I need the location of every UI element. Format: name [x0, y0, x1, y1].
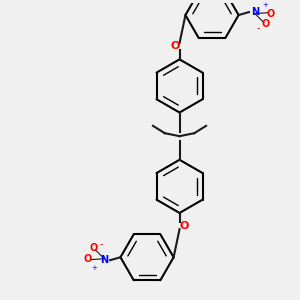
- Text: O: O: [84, 254, 92, 264]
- Text: -: -: [100, 239, 103, 249]
- Text: N: N: [251, 7, 259, 17]
- Text: O: O: [179, 221, 189, 231]
- Text: +: +: [262, 2, 268, 8]
- Text: O: O: [267, 9, 275, 19]
- Text: O: O: [170, 41, 180, 51]
- Text: O: O: [90, 243, 98, 254]
- Text: -: -: [256, 23, 260, 33]
- Text: N: N: [100, 255, 108, 265]
- Text: +: +: [91, 265, 97, 271]
- Text: O: O: [261, 19, 269, 29]
